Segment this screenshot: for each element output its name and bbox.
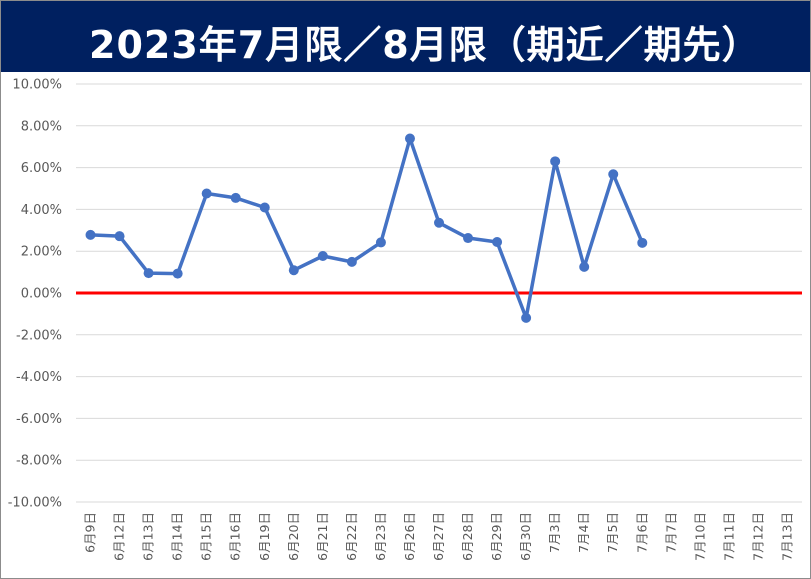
data-point: [114, 231, 125, 242]
data-point: [172, 268, 183, 279]
x-tick-label: 6月27日: [431, 512, 446, 561]
y-tick-label: 4.00%: [21, 203, 62, 218]
x-tick-label: 7月5日: [605, 512, 620, 553]
data-point: [288, 265, 299, 276]
data-point: [201, 188, 212, 199]
data-point: [579, 261, 590, 272]
data-point: [375, 237, 386, 248]
x-tick-label: 6月14日: [170, 512, 185, 561]
data-point: [521, 312, 532, 323]
x-tick-label: 7月3日: [547, 512, 562, 553]
y-tick-label: -6.00%: [16, 412, 62, 427]
x-tick-label: 7月11日: [721, 512, 736, 561]
y-tick-label: 0.00%: [21, 287, 62, 302]
x-tick-label: 6月20日: [286, 512, 301, 561]
y-tick-label: -2.00%: [16, 328, 62, 343]
y-tick-label: 2.00%: [21, 245, 62, 260]
x-tick-label: 7月6日: [634, 512, 649, 553]
x-tick-label: 6月26日: [402, 512, 417, 561]
x-tick-label: 7月4日: [576, 512, 591, 553]
data-point: [608, 169, 619, 180]
y-tick-label: -8.00%: [16, 454, 62, 469]
y-tick-label: -4.00%: [16, 370, 62, 385]
data-point: [637, 237, 648, 248]
data-point: [143, 268, 154, 279]
series-line: [90, 136, 644, 320]
x-tick-label: 7月7日: [663, 512, 678, 553]
x-tick-label: 6月13日: [141, 512, 156, 561]
y-tick-label: 10.00%: [12, 78, 62, 93]
x-tick-label: 6月16日: [228, 512, 243, 561]
y-tick-label: 6.00%: [21, 161, 62, 176]
data-point: [346, 256, 357, 267]
data-point: [317, 251, 328, 262]
x-tick-label: 6月21日: [315, 512, 330, 561]
x-tick-label: 7月12日: [750, 512, 765, 561]
x-tick-label: 6月23日: [373, 512, 388, 561]
x-tick-label: 6月30日: [518, 512, 533, 561]
x-tick-label: 6月28日: [460, 512, 475, 561]
data-point: [492, 237, 503, 248]
x-tick-label: 6月29日: [489, 512, 504, 561]
chart-title: 2023年7月限／8月限（期近／期先）: [89, 23, 761, 67]
data-point: [404, 133, 415, 144]
x-tick-label: 6月15日: [199, 512, 214, 561]
chart-title-bar: 2023年7月限／8月限（期近／期先）: [1, 1, 810, 72]
y-tick-label: -10.00%: [8, 496, 62, 511]
data-point: [463, 233, 474, 244]
data-point: [550, 156, 561, 167]
data-point: [259, 202, 270, 213]
x-tick-label: 7月10日: [692, 512, 707, 561]
x-tick-label: 6月19日: [257, 512, 272, 561]
data-point: [230, 192, 241, 203]
x-tick-label: 6月22日: [344, 512, 359, 561]
y-tick-label: 8.00%: [21, 119, 62, 134]
x-tick-label: 6月12日: [112, 512, 127, 561]
data-point: [434, 217, 444, 228]
x-tick-label: 7月13日: [779, 512, 794, 561]
x-tick-label: 6月9日: [83, 512, 98, 553]
data-point: [85, 229, 96, 240]
